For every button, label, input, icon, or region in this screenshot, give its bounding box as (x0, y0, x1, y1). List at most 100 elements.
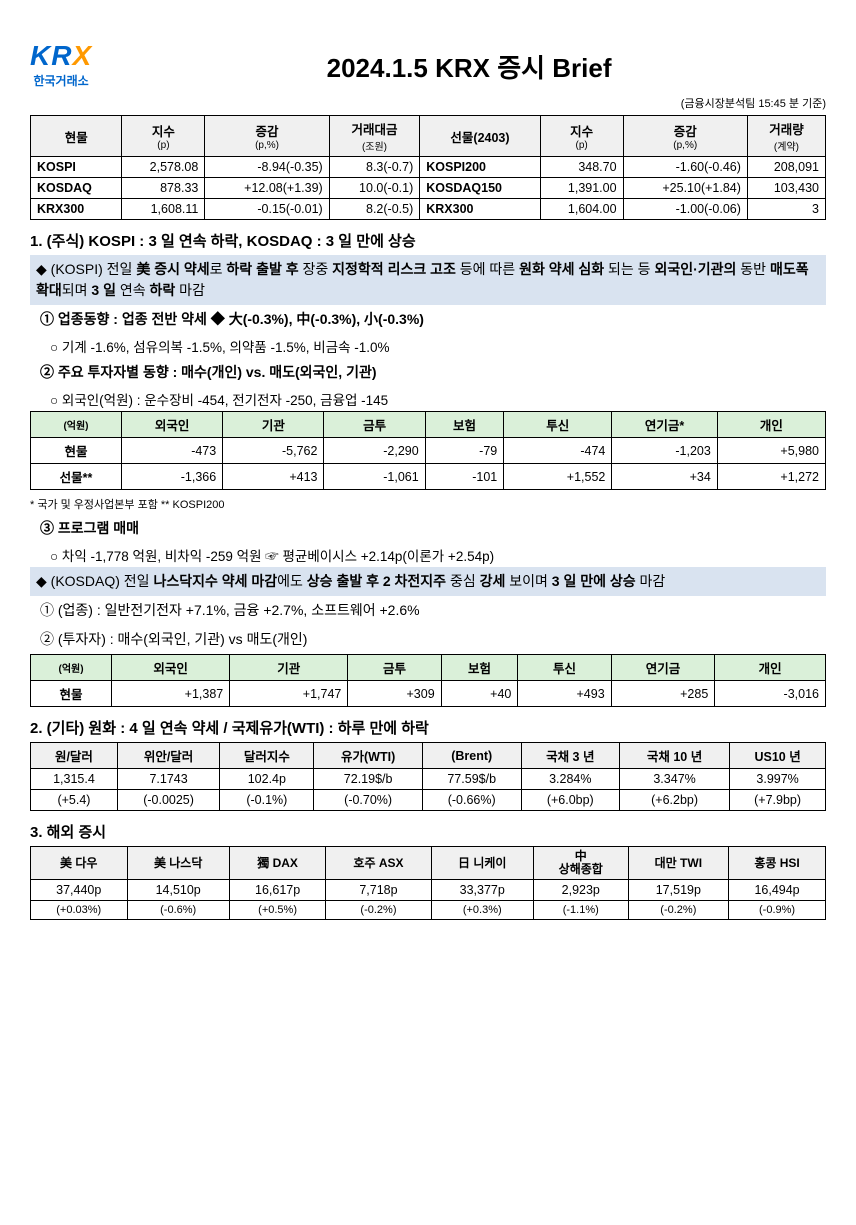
cell: (-0.66%) (422, 790, 521, 811)
kosdaq-summary: ◆ (KOSDAQ) 전일 나스닥지수 약세 마감에도 상승 출발 후 2 차전… (30, 567, 826, 596)
th-k-foreign: 외국인 (112, 655, 230, 681)
th-pension: 연기금* (612, 412, 717, 438)
cell: KRX300 (31, 199, 122, 220)
table-row: 1,315.47.1743102.4p72.19$/b77.59$/b3.284… (31, 769, 826, 790)
th-k-trust: 투신 (518, 655, 611, 681)
krx-logo: KRX 한국거래소 (30, 40, 92, 89)
cell: (-0.70%) (314, 790, 422, 811)
cell: (-0.2%) (326, 901, 431, 920)
cell: -1,061 (324, 464, 425, 490)
kosdaq-item1: ① (업종) : 일반전기전자 +7.1%, 금융 +2.7%, 소프트웨어 +… (30, 596, 826, 625)
cell: KOSPI (31, 157, 122, 178)
th-spot: 현물 (31, 116, 122, 157)
investor-table: (억원) 외국인 기관 금투 보험 투신 연기금* 개인 현물-473-5,76… (30, 411, 826, 490)
cell: -473 (121, 438, 222, 464)
cell: 10.0(-0.1) (329, 178, 420, 199)
cell: 102.4p (220, 769, 314, 790)
cell: 1,604.00 (540, 199, 623, 220)
cell: -3,016 (715, 681, 826, 707)
cell: KRX300 (420, 199, 540, 220)
cell: 348.70 (540, 157, 623, 178)
kosdaq-investor-table: (억원) 외국인 기관 금투 보험 투신 연기금 개인 현물 +1,387 +1… (30, 654, 826, 707)
th: 위안/달러 (117, 743, 219, 769)
cell: (-0.2%) (628, 901, 728, 920)
table-row: KRX300 1,608.11 -0.15(-0.01) 8.2(-0.5) K… (31, 199, 826, 220)
table-row: 37,440p14,510p16,617p7,718p33,377p2,923p… (31, 880, 826, 901)
cell: +493 (518, 681, 611, 707)
section1-item2-sub: ○ 외국인(억원) : 운수장비 -454, 전기전자 -250, 금융업 -1… (30, 387, 826, 411)
cell: 14,510p (127, 880, 229, 901)
table-row: 현물 +1,387 +1,747 +309 +40 +493 +285 -3,0… (31, 681, 826, 707)
logo-subtitle: 한국거래소 (33, 72, 88, 89)
cell: +285 (611, 681, 715, 707)
cell: 2,923p (533, 880, 628, 901)
kospi-summary: ◆ (KOSPI) 전일 美 증시 약세로 하락 출발 후 장중 지정학적 리스… (30, 255, 826, 305)
cell: (+5.4) (31, 790, 118, 811)
cell: 7.1743 (117, 769, 219, 790)
th: 獨 DAX (229, 847, 326, 880)
table-row: (+5.4)(-0.0025)(-0.1%)(-0.70%)(-0.66%)(+… (31, 790, 826, 811)
section1-item1: ① 업종동향 : 업종 전반 약세 ◆ 大(-0.3%), 中(-0.3%), … (30, 305, 826, 334)
section1-item1-sub: ○ 기계 -1.6%, 섬유의복 -1.5%, 의약품 -1.5%, 비금속 -… (30, 334, 826, 358)
th-ins: 보험 (425, 412, 504, 438)
section1-item2: ② 주요 투자자별 동향 : 매수(개인) vs. 매도(외국인, 기관) (30, 358, 826, 387)
th: 홍콩 HSI (729, 847, 826, 880)
section2-heading: 2. (기타) 원화 : 4 일 연속 약세 / 국제유가(WTI) : 하루 … (30, 713, 826, 742)
th-futures: 선물(2403) (420, 116, 540, 157)
cell: (+0.03%) (31, 901, 128, 920)
cell: (-0.6%) (127, 901, 229, 920)
cell: (+6.0bp) (521, 790, 619, 811)
cell: 1,391.00 (540, 178, 623, 199)
row-label: 선물** (31, 464, 122, 490)
cell: 8.2(-0.5) (329, 199, 420, 220)
cell: 2,578.08 (122, 157, 205, 178)
cell: +1,387 (112, 681, 230, 707)
cell: 103,430 (747, 178, 825, 199)
th: 호주 ASX (326, 847, 431, 880)
th: 日 니케이 (431, 847, 533, 880)
cell: 3.997% (730, 769, 826, 790)
cell: +5,980 (717, 438, 825, 464)
th: 달러지수 (220, 743, 314, 769)
th-k-ins: 보험 (441, 655, 518, 681)
cell: +25.10(+1.84) (623, 178, 747, 199)
cell: (-1.1%) (533, 901, 628, 920)
cell: -79 (425, 438, 504, 464)
cell: +309 (348, 681, 441, 707)
cell: +1,552 (504, 464, 612, 490)
section1-item3: ③ 프로그램 매매 (30, 514, 826, 543)
cell: (-0.1%) (220, 790, 314, 811)
cell: 16,617p (229, 880, 326, 901)
cell: (-0.9%) (729, 901, 826, 920)
th-k-pension: 연기금 (611, 655, 715, 681)
th-k-inst: 기관 (230, 655, 348, 681)
th-index: 지수(p) (122, 116, 205, 157)
th: 국채 3 년 (521, 743, 619, 769)
kosdaq-unit: (억원) (31, 655, 112, 681)
cell: -2,290 (324, 438, 425, 464)
cell: +1,747 (230, 681, 348, 707)
main-summary-table: 현물 지수(p) 증감(p,%) 거래대금(조원) 선물(2403) 지수(p)… (30, 115, 826, 220)
cell: (-0.0025) (117, 790, 219, 811)
logo-text: KRX (30, 40, 92, 72)
table-row: KOSDAQ 878.33 +12.08(+1.39) 10.0(-0.1) K… (31, 178, 826, 199)
cell: -8.94(-0.35) (205, 157, 329, 178)
th-foreign: 외국인 (121, 412, 222, 438)
section1-heading: 1. (주식) KOSPI : 3 일 연속 하락, KOSDAQ : 3 일 … (30, 226, 826, 255)
fx-commodity-table: 원/달러위안/달러달러지수유가(WTI)(Brent)국채 3 년국채 10 년… (30, 742, 826, 811)
th: 美 다우 (31, 847, 128, 880)
th-fut-index: 지수(p) (540, 116, 623, 157)
th-fut-change: 증감(p,%) (623, 116, 747, 157)
cell: 17,519p (628, 880, 728, 901)
cell: 7,718p (326, 880, 431, 901)
cell: 1,608.11 (122, 199, 205, 220)
th: US10 년 (730, 743, 826, 769)
cell: -1,366 (121, 464, 222, 490)
table-row: 선물**-1,366+413-1,061-101+1,552+34+1,272 (31, 464, 826, 490)
cell: 208,091 (747, 157, 825, 178)
cell: KOSPI200 (420, 157, 540, 178)
th: 대만 TWI (628, 847, 728, 880)
cell: (+7.9bp) (730, 790, 826, 811)
th-value: 거래대금(조원) (329, 116, 420, 157)
cell: 37,440p (31, 880, 128, 901)
